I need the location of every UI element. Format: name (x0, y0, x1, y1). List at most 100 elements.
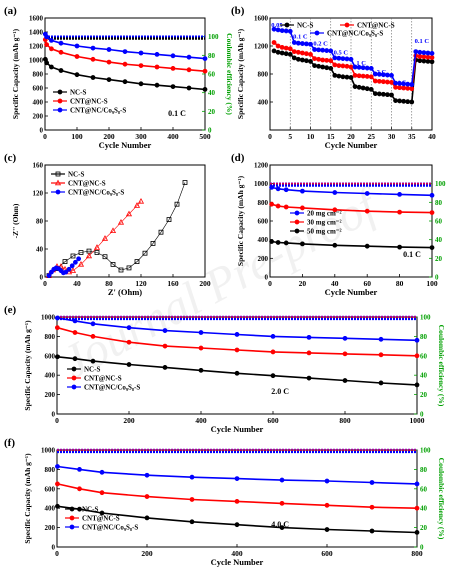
panel-e-series-1-point-10 (378, 352, 384, 358)
panel-e-series-1-point-7 (270, 349, 276, 355)
panel-a-ylabel: Specific Capacity (mAh g⁻¹) (11, 28, 20, 119)
panel-a-legend-label-2: CNT@NC/Co₉S₈-S (70, 107, 126, 115)
panel-b-series-0-point-29 (389, 92, 394, 98)
panel-b-series-2-point-2 (279, 28, 285, 33)
panel-b-series-0-point-12 (320, 64, 326, 70)
panel-a-series-2-point-3 (58, 40, 64, 46)
panel-e-y2tick-label-1: 20 (420, 391, 428, 399)
panel-a-series-2-point-9 (154, 52, 160, 57)
panel-b-series-0-point-33 (405, 99, 411, 105)
panel-b-xtick-label-1: 5 (288, 132, 292, 141)
panel-e-label: (e) (4, 304, 17, 316)
panel-f-series-2-point-1 (77, 466, 82, 472)
panel-e-series-0-point-2 (90, 358, 96, 364)
panel-b-series-2-point-3 (283, 28, 289, 34)
panel-e-series-2-point-6 (234, 332, 240, 337)
panel-c-series-2-point-10 (73, 259, 78, 265)
panel-f-series-2-point-4 (189, 474, 195, 480)
panel-f-series-0-point-5 (234, 522, 240, 528)
panel-f-series-2-point-2 (99, 469, 105, 475)
panel-b-legend-label-2: CNT@NC/Co₉S₈-S (327, 30, 383, 38)
panel-b-rate-label-3: 0.5 C (334, 49, 349, 56)
panel-d-xtick-label-4: 80 (396, 279, 404, 288)
panel-a-ytick-label-4: 800 (33, 71, 44, 79)
panel-d-y2tick-label-2: 40 (435, 236, 443, 244)
panel-c-series-1-point-8 (85, 252, 93, 259)
panel-b-series-0-point-0 (271, 48, 277, 54)
panel-c-legend-label-0: NC-S (68, 171, 84, 179)
panel-e-series-1-point-9 (342, 351, 348, 357)
panel-b-legend-marker-1 (344, 22, 350, 28)
panel-b-series-1-point-25 (372, 78, 378, 84)
panel-b-series-0-point-4 (287, 52, 293, 57)
panel-d-series-1-point-0 (269, 201, 275, 207)
panel-e-xtick-label-0: 0 (55, 416, 59, 425)
panel-c-series-1-point-7 (77, 260, 85, 267)
panel-b-series-0-point-39 (429, 59, 435, 65)
panel-d-series-2-point-3 (299, 241, 305, 247)
panel-c-series-0-point-4 (78, 250, 84, 255)
panel-b-series-0-point-38 (425, 59, 431, 64)
panel-d-series-2-line (271, 240, 433, 249)
panel-f-legend-label-0: NC-S (82, 506, 98, 514)
panel-b-series-2-point-9 (308, 41, 313, 47)
panel-e-xtick-label-4: 800 (339, 416, 351, 425)
panel-a-series-0-point-8 (138, 81, 144, 87)
panel-f-series-0-point-4 (189, 519, 195, 525)
panel-e-series-0-point-7 (270, 373, 276, 379)
panel-c-series-2-point-8 (66, 266, 72, 272)
panel-f-frame (56, 449, 418, 548)
panel-a-series-0-point-11 (186, 85, 192, 91)
panel-c-xtick-label-0: 0 (43, 279, 47, 288)
panel-b-series-2-point-37 (421, 50, 427, 56)
panel-c-series-0-point-12 (142, 250, 148, 256)
panel-d-series-1-point-4 (332, 207, 338, 213)
panel-d-series-1-point-7 (429, 210, 435, 215)
panel-f-ytick-label-4: 800 (45, 466, 56, 474)
panel-a-series-2-point-1 (44, 34, 49, 40)
panel-b-series-1-point-14 (328, 58, 334, 64)
panel-c-legend-marker-2 (55, 189, 61, 195)
panel-e-series-2-point-11 (414, 337, 420, 343)
panel-f-series-1-point-8 (369, 504, 375, 510)
panel-b-series-1-point-17 (340, 63, 346, 69)
panel-a-legend-marker-2 (57, 107, 63, 113)
panel-a-xtick-label-2: 200 (103, 132, 115, 141)
panel-f-xlabel: Cycle Number (211, 557, 264, 567)
panel-d-label: (d) (231, 152, 245, 164)
panel-b-series-0-point-10 (312, 63, 317, 68)
panel-e-ytick-label-1: 200 (45, 391, 56, 399)
panel-b-legend-marker-2 (314, 30, 320, 36)
panel-b-series-1-point-22 (360, 73, 366, 79)
panel-e-frame (56, 316, 418, 415)
panel-b-series-2-point-29 (389, 73, 394, 78)
panel-c-series-0-point-17 (182, 180, 188, 185)
panel-d-series-0-point-1 (275, 186, 281, 192)
panel-f-xtick-label-2: 400 (231, 549, 243, 558)
panel-e-series-1-point-3 (126, 339, 132, 345)
panel-c-xtick-label-3: 120 (135, 279, 147, 288)
panel-c-series-0-point-11 (134, 259, 140, 265)
panel-d-ytick-label-1: 200 (258, 255, 269, 263)
panel-a-series-1-point-2 (49, 46, 54, 52)
panel-b-series-1-point-23 (364, 74, 370, 79)
panel-c-series-1-point-3 (57, 263, 65, 269)
panel-b-series-0-point-14 (328, 66, 334, 71)
panel-e-ytick-label-2: 400 (45, 372, 56, 380)
panel-d-series-1-point-6 (397, 209, 402, 215)
panel-b-series-1-point-36 (417, 54, 423, 59)
panel-b-series-2-point-35 (413, 49, 419, 54)
panel-d-legend-marker-1 (294, 219, 300, 225)
panel-f-legend-label-1: CNT@NC-S (82, 515, 120, 523)
panel-e-series-1-point-8 (306, 350, 312, 356)
panel-e-ytick-label-0: 0 (52, 411, 56, 419)
panel-b-xtick-label-0: 0 (268, 132, 272, 141)
panel-d-ytick-label-2: 400 (258, 236, 269, 244)
panel-e-legend-label-2: CNT@NC/Co₉S₈-S (84, 384, 140, 392)
panel-b-series-0-point-18 (344, 74, 350, 80)
panel-b-series-0-point-31 (397, 98, 402, 104)
panel-f-xtick-label-1: 200 (141, 549, 153, 558)
panel-e-series-0-point-1 (72, 356, 78, 362)
panel-a-y2tick-label-4: 80 (208, 52, 216, 60)
panel-b-series-1-point-13 (324, 57, 330, 63)
